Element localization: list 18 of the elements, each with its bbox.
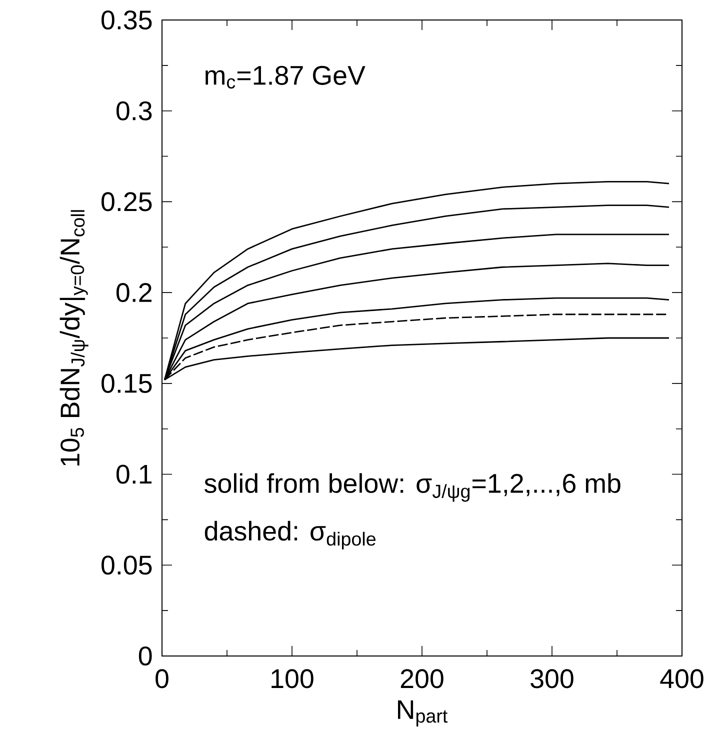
- y-tick-label: 0.05: [102, 556, 152, 575]
- y-tick-label: 0: [138, 646, 152, 666]
- x-tick-label: 100: [272, 669, 314, 688]
- y-tick-label: 0.15: [102, 374, 152, 393]
- x-tick-label: 400: [660, 669, 704, 688]
- y-tick-label: 0.35: [102, 10, 152, 30]
- annotation: dashed: σ$_{dipole}$: [204, 520, 376, 550]
- y-tick-label: 0.3: [116, 101, 152, 120]
- x-axis-title: N$_{part}$: [398, 700, 448, 726]
- x-tick-label: 0: [156, 669, 168, 688]
- y-tick-label: 0.2: [116, 283, 152, 302]
- y-tick-label: 0.1: [116, 464, 152, 484]
- x-tick-label: 300: [530, 669, 574, 688]
- annotation: m$_{c}$=1.87 GeV: [206, 66, 366, 89]
- y-axis-title: 10$_{5}$ BdN$_{J/ψ}$/dy|$_{y=0}$/N$_{coll}$: [60, 210, 88, 466]
- annotation: solid from below: σ$_{J/ψg}$=1,2,...,6 mb: [204, 473, 620, 502]
- x-tick-label: 200: [400, 669, 444, 688]
- y-tick-label: 0.25: [102, 192, 152, 212]
